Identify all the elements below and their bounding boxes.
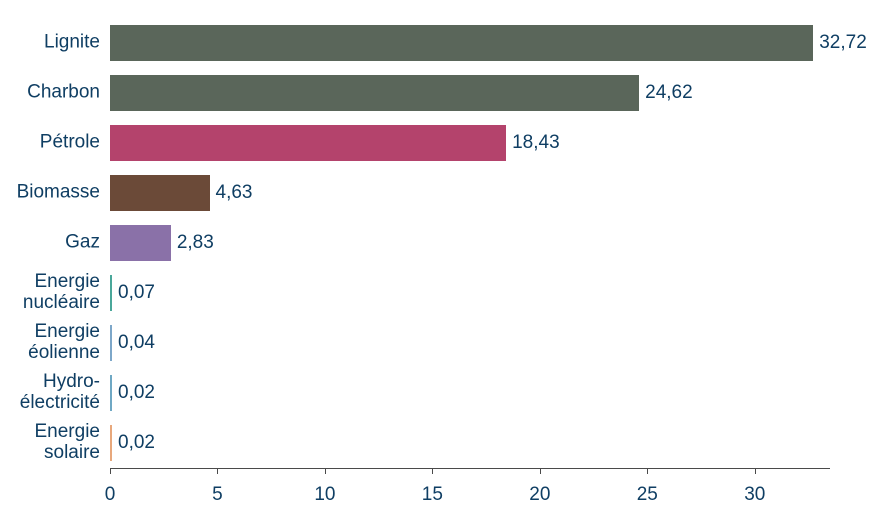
value-label: 32,72 [819, 32, 867, 54]
value-label: 18,43 [512, 132, 560, 154]
category-label: Biomasse [17, 183, 100, 204]
x-tick-label: 10 [314, 484, 335, 506]
plot-area: 05101520253032,7224,6218,434,632,830,070… [110, 18, 830, 468]
category-label: Hydro- électricité [20, 372, 100, 414]
x-tick-label: 20 [529, 484, 550, 506]
value-label: 0,02 [118, 432, 155, 454]
value-label: 4,63 [216, 182, 253, 204]
x-tick-label: 5 [212, 484, 223, 506]
bar [110, 275, 112, 311]
value-label: 2,83 [177, 232, 214, 254]
x-tick [755, 468, 756, 474]
value-label: 0,02 [118, 382, 155, 404]
category-label: Charbon [27, 83, 100, 104]
category-label: Energie solaire [35, 422, 101, 464]
category-label: Lignite [44, 33, 100, 54]
category-label: Gaz [65, 233, 100, 254]
category-label: Pétrole [40, 133, 100, 154]
bar [110, 75, 639, 111]
bar [110, 425, 112, 461]
x-tick-label: 30 [744, 484, 765, 506]
category-label: Energie nucléaire [23, 272, 100, 314]
x-tick [647, 468, 648, 474]
bar [110, 375, 112, 411]
x-tick-label: 15 [422, 484, 443, 506]
value-label: 0,07 [118, 282, 155, 304]
x-tick [325, 468, 326, 474]
energy-bar-chart: 0 5 10 15 20 25 30 32,72 24,62 18,43 4,63 2,83 0,07 0… [0, 0, 888, 524]
value-label: 0,04 [118, 332, 155, 354]
bar [110, 25, 813, 61]
category-label: Energie éolienne [28, 322, 100, 364]
x-tick [540, 468, 541, 474]
value-label: 24,62 [645, 82, 693, 104]
x-tick [217, 468, 218, 474]
bar [110, 325, 112, 361]
x-tick [110, 468, 111, 474]
x-tick [432, 468, 433, 474]
bar [110, 175, 210, 211]
x-tick-label: 25 [637, 484, 658, 506]
bar [110, 125, 506, 161]
bar [110, 225, 171, 261]
x-tick-label: 0 [105, 484, 116, 506]
